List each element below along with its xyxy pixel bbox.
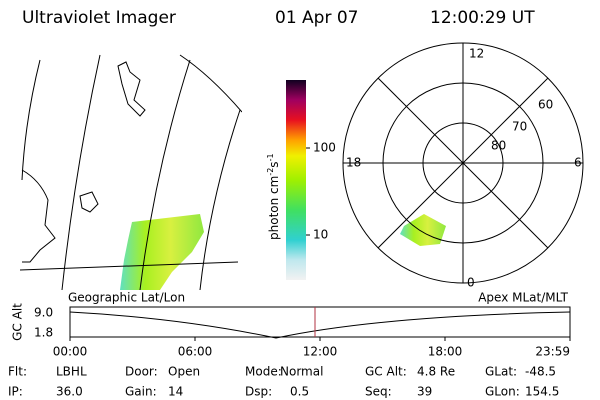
timeline-tick: 1.8 [34,326,53,340]
colorbar-tick: 100 [313,141,336,155]
field-value: 39 [417,385,432,399]
footer: Flt: LBHL Door: Open Mode:Normal GC Alt: 4.8 R… [8,365,559,399]
field-label: GC Alt: [365,365,407,379]
time-label: 00:00 [53,345,88,359]
timeline-tick: 9.0 [34,306,53,320]
time-label: 23:59 [535,345,570,359]
header: Ultraviolet Imager 01 Apr 07 12:00:29 UT [22,8,535,28]
field-value: 36.0 [56,385,83,399]
field-value: Normal [280,365,323,379]
timeline-axis-label: GC Alt [11,303,25,341]
field-label: Seq: [365,385,392,399]
title: Ultraviolet Imager [22,8,176,28]
field-label: Door: [125,365,158,379]
field-value: 4.8 Re [417,365,455,379]
lat-label: 70 [512,120,527,134]
field-value: 14 [168,385,183,399]
unit-base: photon cm [267,176,281,240]
colorbar-tick: 10 [313,228,328,242]
timeline: GC Alt 9.0 1.8 00:00 06:00 12:00 18:00 23:59 [11,303,571,359]
field-label: IP: [8,385,23,399]
field-value: 154.5 [525,385,559,399]
field-label: GLat: [485,365,517,379]
field-value: Open [168,365,200,379]
colorbar: 100 10 photon cm-2s-1 [266,80,336,280]
date: 01 Apr 07 [275,8,358,28]
field-value: -48.5 [525,365,556,379]
colorbar-scale [286,80,306,280]
lat-label: 80 [491,139,506,153]
time-label: 06:00 [178,345,213,359]
unit-exp: -2 [266,168,275,176]
field-label: Flt: [8,365,27,379]
colorbar-unit: photon cm-2s-1 [266,153,281,240]
field-label: GLon: [485,385,520,399]
field-label: Dsp: [245,385,272,399]
field-label: Gain: [125,385,157,399]
field-label: Mode: [245,365,282,379]
mlt-label: 6 [574,156,582,170]
time-label: 12:00 [303,345,338,359]
unit-exp: -1 [266,153,275,161]
panel-label: Geographic Lat/Lon [68,291,185,305]
aurora [120,214,204,290]
lat-label: 60 [538,98,553,112]
mlt-label: 0 [467,276,475,290]
mlt-label: 18 [346,156,361,170]
mlt-label: 12 [469,47,484,61]
unit-mid: s [267,161,281,167]
field-value: 0.5 [290,385,309,399]
time-label: 18:00 [428,345,463,359]
time: 12:00:29 UT [430,8,535,28]
geographic-map [20,54,242,290]
polar-plot: 12 18 6 0 60 70 80 [342,42,584,290]
field-value: LBHL [56,365,87,379]
panel-label: Apex MLat/MLT [478,291,568,305]
